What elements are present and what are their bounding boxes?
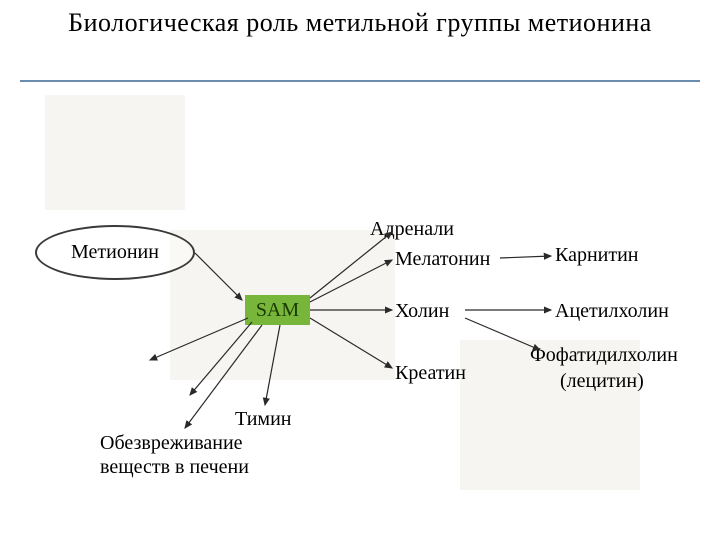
label-creatine: Креатин [395, 362, 466, 385]
label-carnitine: Карнитин [555, 244, 639, 267]
node-sam: SAM [245, 295, 310, 325]
bg-photo-1 [45, 95, 185, 210]
label-melatonin: Мелатонин [395, 248, 490, 271]
label-phosphatidyl-1: Фофатидилхолин [530, 344, 678, 367]
title-underline [20, 80, 700, 82]
label-phosphatidyl-2: (лецитин) [560, 370, 644, 393]
node-methionine-label: Метионин [71, 241, 159, 264]
node-sam-label: SAM [256, 299, 299, 322]
node-methionine: Метионин [35, 225, 195, 280]
label-acetylcholine: Ацетилхолин [555, 300, 669, 323]
label-detox-2: веществ в печени [100, 456, 249, 479]
label-adrenalin: Адренали [370, 218, 454, 241]
label-thymine: Тимин [235, 408, 291, 431]
label-choline: Холин [395, 300, 449, 323]
label-detox-1: Обезвреживание [100, 432, 243, 455]
page-title: Биологическая роль метильной группы мети… [0, 0, 720, 38]
